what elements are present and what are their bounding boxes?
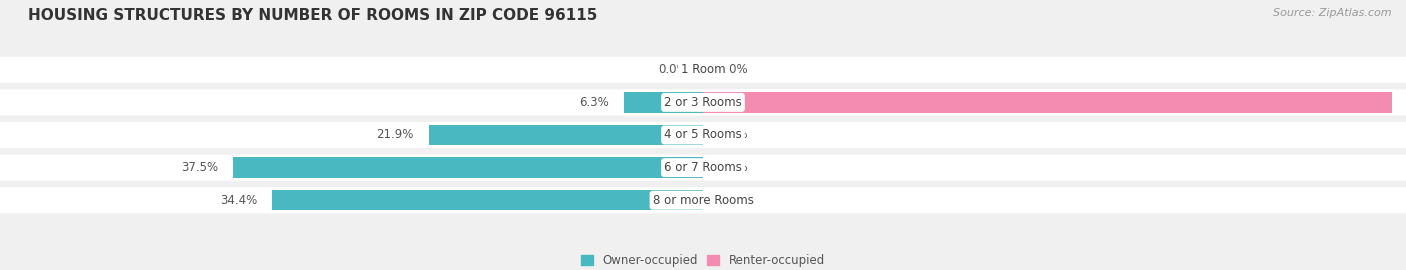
- Text: 1 Room: 1 Room: [681, 63, 725, 76]
- Text: 34.4%: 34.4%: [219, 194, 257, 207]
- Text: Source: ZipAtlas.com: Source: ZipAtlas.com: [1274, 8, 1392, 18]
- Text: 0.0%: 0.0%: [718, 194, 748, 207]
- Text: 4 or 5 Rooms: 4 or 5 Rooms: [664, 129, 742, 141]
- Bar: [429, 125, 703, 145]
- Text: HOUSING STRUCTURES BY NUMBER OF ROOMS IN ZIP CODE 96115: HOUSING STRUCTURES BY NUMBER OF ROOMS IN…: [28, 8, 598, 23]
- Bar: [703, 92, 1406, 113]
- Bar: [624, 92, 703, 113]
- Text: 0.0%: 0.0%: [718, 161, 748, 174]
- Bar: [233, 157, 703, 178]
- FancyBboxPatch shape: [0, 122, 1406, 148]
- Text: 8 or more Rooms: 8 or more Rooms: [652, 194, 754, 207]
- Text: 0.0%: 0.0%: [718, 129, 748, 141]
- FancyBboxPatch shape: [0, 57, 1406, 83]
- Text: 6.3%: 6.3%: [579, 96, 609, 109]
- Text: 0.0%: 0.0%: [658, 63, 688, 76]
- FancyBboxPatch shape: [0, 187, 1406, 213]
- FancyBboxPatch shape: [0, 89, 1406, 116]
- Text: 6 or 7 Rooms: 6 or 7 Rooms: [664, 161, 742, 174]
- Bar: [273, 190, 703, 210]
- Legend: Owner-occupied, Renter-occupied: Owner-occupied, Renter-occupied: [581, 254, 825, 267]
- FancyBboxPatch shape: [0, 154, 1406, 181]
- Text: 21.9%: 21.9%: [377, 129, 413, 141]
- Text: 2 or 3 Rooms: 2 or 3 Rooms: [664, 96, 742, 109]
- Text: 0.0%: 0.0%: [718, 63, 748, 76]
- Text: 37.5%: 37.5%: [181, 161, 218, 174]
